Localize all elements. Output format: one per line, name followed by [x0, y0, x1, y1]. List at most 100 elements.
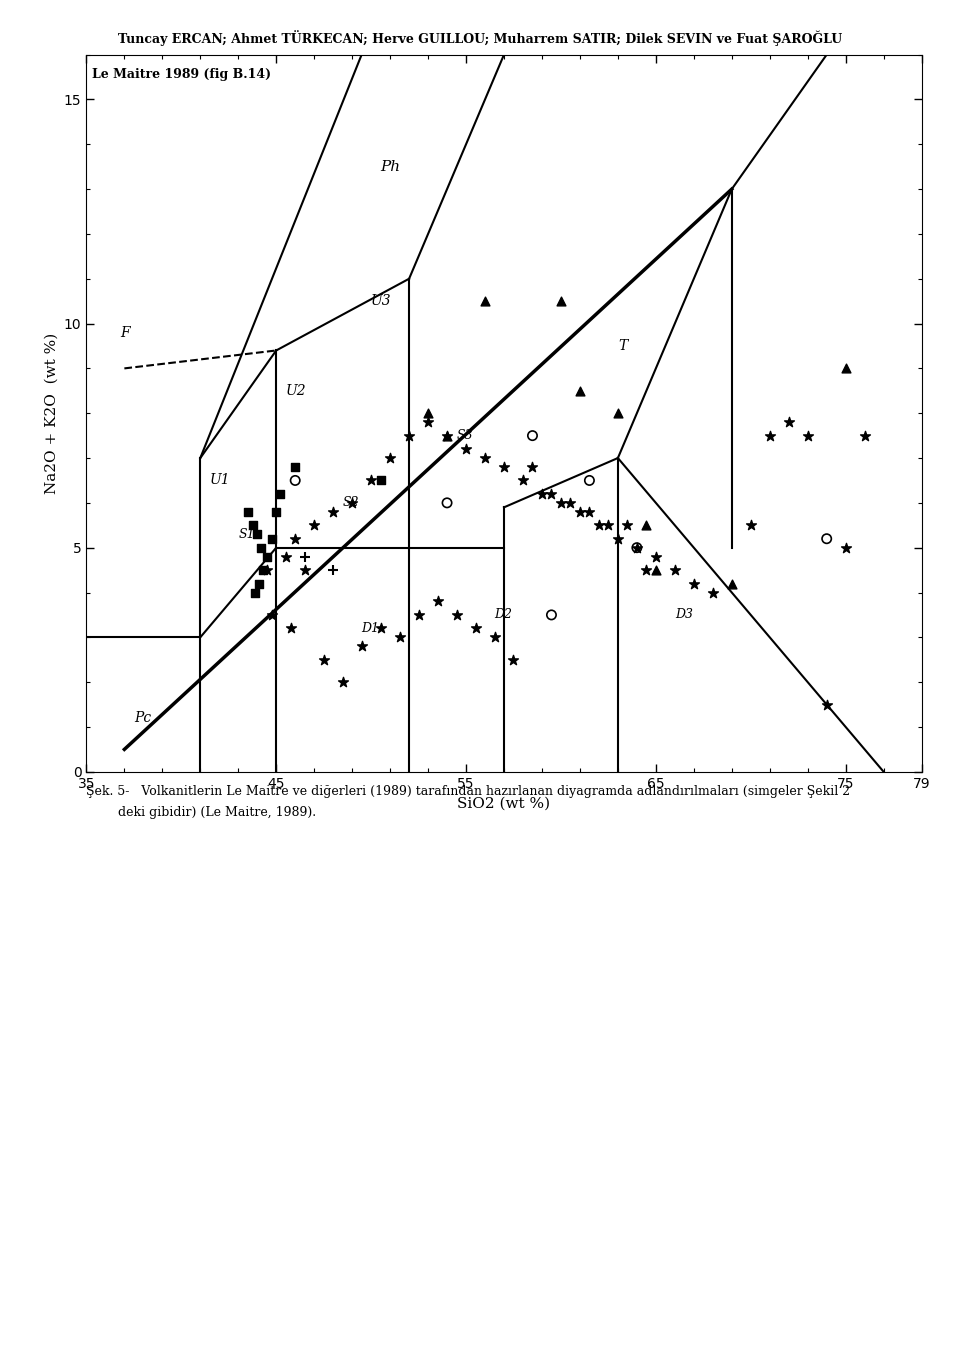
Point — [401, 425, 417, 447]
Point — [611, 402, 626, 423]
Point — [468, 617, 483, 639]
Point — [364, 470, 379, 492]
Point — [316, 649, 331, 671]
Point — [372, 617, 388, 639]
Point — [506, 649, 521, 671]
Point — [440, 425, 455, 447]
Text: S1: S1 — [238, 527, 254, 541]
Text: D1: D1 — [362, 622, 379, 635]
Point — [638, 515, 654, 537]
Point — [724, 572, 739, 594]
Point — [269, 501, 284, 523]
Point — [525, 456, 540, 478]
Point — [648, 545, 663, 568]
Point — [287, 527, 302, 549]
Point — [297, 559, 312, 581]
Point — [516, 470, 531, 492]
Point — [800, 425, 815, 447]
Point — [420, 402, 436, 423]
Point — [430, 590, 445, 612]
Text: Tuncay ERCAN; Ahmet TÜRKECAN; Herve GUILLOU; Muharrem SATIR; Dilek SEVIN ve Fuat: Tuncay ERCAN; Ahmet TÜRKECAN; Herve GUIL… — [118, 30, 842, 46]
Point — [265, 527, 280, 549]
Text: D2: D2 — [494, 608, 513, 622]
Point — [259, 559, 275, 581]
Text: U2: U2 — [286, 384, 306, 398]
Point — [250, 523, 265, 545]
Point — [265, 604, 280, 626]
Point — [648, 559, 663, 581]
Point — [582, 501, 597, 523]
Point — [611, 527, 626, 549]
Point — [306, 515, 322, 537]
Point — [477, 290, 492, 311]
Point — [287, 470, 302, 492]
Point — [838, 537, 853, 559]
Point — [354, 635, 370, 657]
Point — [440, 492, 455, 514]
Point — [543, 484, 559, 505]
Point — [255, 559, 271, 581]
Point — [582, 470, 597, 492]
Text: S3: S3 — [457, 429, 473, 443]
Text: deki gibidir) (Le Maitre, 1989).: deki gibidir) (Le Maitre, 1989). — [86, 806, 317, 820]
Text: U3: U3 — [372, 294, 392, 309]
Point — [287, 456, 302, 478]
Point — [591, 515, 607, 537]
Text: F: F — [121, 325, 131, 340]
Point — [601, 515, 616, 537]
Point — [620, 515, 636, 537]
Point — [411, 604, 426, 626]
Point — [525, 425, 540, 447]
Point — [857, 425, 873, 447]
Point — [345, 492, 360, 514]
Point — [420, 411, 436, 433]
Point — [382, 447, 397, 469]
Point — [477, 447, 492, 469]
Point — [297, 545, 312, 568]
Point — [284, 617, 300, 639]
Point — [553, 492, 568, 514]
Point — [819, 527, 834, 549]
Point — [259, 545, 275, 568]
Point — [246, 515, 261, 537]
Point — [572, 380, 588, 402]
Point — [535, 484, 550, 505]
X-axis label: SiO2 (wt %): SiO2 (wt %) — [457, 796, 551, 810]
Text: S2: S2 — [343, 496, 359, 510]
Point — [705, 582, 720, 604]
Point — [762, 425, 778, 447]
Point — [743, 515, 758, 537]
Text: T: T — [618, 339, 627, 352]
Text: Şek. 5-   Volkanitlerin Le Maitre ve diğerleri (1989) tarafından hazırlanan diya: Şek. 5- Volkanitlerin Le Maitre ve diğer… — [86, 785, 851, 799]
Point — [686, 572, 702, 594]
Text: D3: D3 — [675, 608, 693, 622]
Point — [440, 425, 455, 447]
Point — [458, 438, 473, 460]
Point — [629, 537, 644, 559]
Point — [543, 604, 559, 626]
Text: Ph: Ph — [380, 160, 400, 173]
Point — [278, 545, 294, 568]
Point — [252, 572, 267, 594]
Point — [572, 501, 588, 523]
Point — [819, 694, 834, 716]
Point — [638, 559, 654, 581]
Point — [335, 671, 350, 693]
Point — [273, 484, 288, 505]
Text: Pc: Pc — [133, 712, 151, 725]
Point — [325, 501, 341, 523]
Point — [629, 537, 644, 559]
Y-axis label: Na2O + K2O  (wt %): Na2O + K2O (wt %) — [44, 332, 59, 494]
Text: Le Maitre 1989 (fig B.14): Le Maitre 1989 (fig B.14) — [92, 68, 272, 81]
Point — [325, 559, 341, 581]
Point — [553, 290, 568, 311]
Point — [240, 501, 255, 523]
Point — [563, 492, 578, 514]
Point — [392, 627, 407, 649]
Point — [496, 456, 512, 478]
Point — [449, 604, 465, 626]
Point — [372, 470, 388, 492]
Point — [838, 358, 853, 380]
Point — [253, 537, 269, 559]
Point — [781, 411, 797, 433]
